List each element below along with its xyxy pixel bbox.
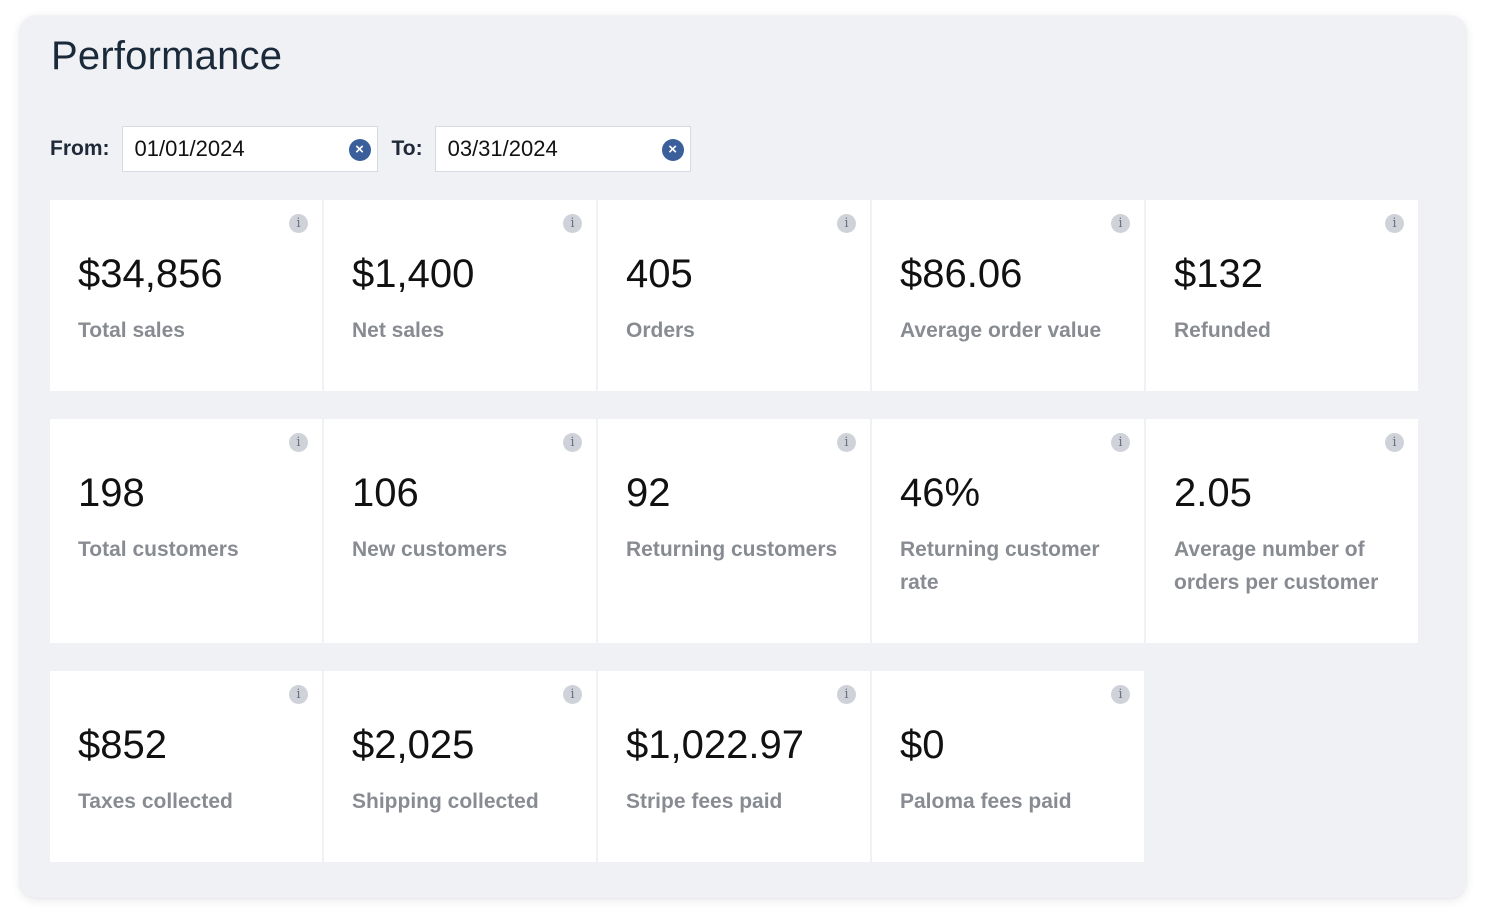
metric-value: 198 xyxy=(78,471,145,515)
metric-value: 106 xyxy=(352,471,419,515)
metric-card-average-orders-per-customer: i 2.05 Average number of orders per cust… xyxy=(1146,419,1418,643)
metric-label: Net sales xyxy=(352,319,445,342)
metric-card-total-customers: i 198 Total customers xyxy=(50,419,322,643)
clear-from-date-icon[interactable]: × xyxy=(348,139,371,161)
from-date-field: × xyxy=(121,126,378,172)
info-icon[interactable]: i xyxy=(289,685,308,704)
metric-card-returning-customers: i 92 Returning customers xyxy=(598,419,870,643)
metric-card-taxes-collected: i $852 Taxes collected xyxy=(50,671,322,862)
metric-value: 2.05 xyxy=(1174,471,1252,515)
info-icon[interactable]: i xyxy=(1111,214,1130,233)
info-icon[interactable]: i xyxy=(837,214,856,233)
metric-card-average-order-value: i $86.06 Average order value xyxy=(872,200,1144,391)
metric-value: $1,400 xyxy=(352,252,475,296)
metrics-row-customers: i 198 Total customers i 106 New customer… xyxy=(50,419,1420,643)
metric-value: 92 xyxy=(626,471,671,515)
info-icon[interactable]: i xyxy=(837,685,856,704)
metric-value: $132 xyxy=(1174,252,1263,296)
metric-value: $0 xyxy=(900,723,945,767)
metric-label: Stripe fees paid xyxy=(626,790,783,813)
page-title: Performance xyxy=(51,34,283,78)
metric-label: Average number of orders per customer xyxy=(1174,538,1379,594)
info-icon[interactable]: i xyxy=(1385,433,1404,452)
metric-label: Paloma fees paid xyxy=(900,790,1072,813)
metric-card-returning-customer-rate: i 46% Returning customer rate xyxy=(872,419,1144,643)
metric-label: Returning customers xyxy=(626,538,838,561)
metric-card-total-sales: i $34,856 Total sales xyxy=(50,200,322,391)
clear-to-date-icon[interactable]: × xyxy=(661,139,684,161)
metric-label: Total sales xyxy=(78,319,185,342)
metric-label: Average order value xyxy=(900,319,1102,342)
metric-value: $34,856 xyxy=(78,252,223,296)
metrics-row-fees: i $852 Taxes collected i $2,025 Shipping… xyxy=(50,671,1420,862)
to-date-input[interactable] xyxy=(435,128,650,170)
info-icon[interactable]: i xyxy=(1111,433,1130,452)
metric-card-shipping-collected: i $2,025 Shipping collected xyxy=(324,671,596,862)
metric-label: Total customers xyxy=(78,538,239,561)
info-icon[interactable]: i xyxy=(563,433,582,452)
metric-label: Orders xyxy=(626,319,695,342)
metric-value: 405 xyxy=(626,252,693,296)
metric-card-paloma-fees-paid: i $0 Paloma fees paid xyxy=(872,671,1144,862)
performance-panel: Performance From: × To: × i $34,856 Tota… xyxy=(20,16,1466,898)
info-icon[interactable]: i xyxy=(289,433,308,452)
metrics-grid: i $34,856 Total sales i $1,400 Net sales… xyxy=(50,200,1420,862)
info-icon[interactable]: i xyxy=(837,433,856,452)
from-label: From: xyxy=(50,137,110,160)
metric-card-net-sales: i $1,400 Net sales xyxy=(324,200,596,391)
metric-label: Returning customer rate xyxy=(900,538,1100,594)
metric-value: $86.06 xyxy=(900,252,1023,296)
metric-label: Refunded xyxy=(1174,319,1271,342)
info-icon[interactable]: i xyxy=(563,214,582,233)
info-icon[interactable]: i xyxy=(1111,685,1130,704)
metric-label: Taxes collected xyxy=(78,790,233,813)
to-date-field: × xyxy=(434,126,691,172)
metric-value: $2,025 xyxy=(352,723,475,767)
metric-card-stripe-fees-paid: i $1,022.97 Stripe fees paid xyxy=(598,671,870,862)
info-icon[interactable]: i xyxy=(563,685,582,704)
to-label: To: xyxy=(391,137,423,160)
metric-value: $1,022.97 xyxy=(626,723,804,767)
metric-label: Shipping collected xyxy=(352,790,539,813)
from-date-input[interactable] xyxy=(122,128,337,170)
metric-value: $852 xyxy=(78,723,167,767)
metric-label: New customers xyxy=(352,538,508,561)
info-icon[interactable]: i xyxy=(289,214,308,233)
metric-card-new-customers: i 106 New customers xyxy=(324,419,596,643)
metric-card-refunded: i $132 Refunded xyxy=(1146,200,1418,391)
date-range-filter: From: × To: × xyxy=(50,126,691,172)
metrics-row-sales: i $34,856 Total sales i $1,400 Net sales… xyxy=(50,200,1420,391)
metric-value: 46% xyxy=(900,471,981,515)
info-icon[interactable]: i xyxy=(1385,214,1404,233)
metric-card-orders: i 405 Orders xyxy=(598,200,870,391)
